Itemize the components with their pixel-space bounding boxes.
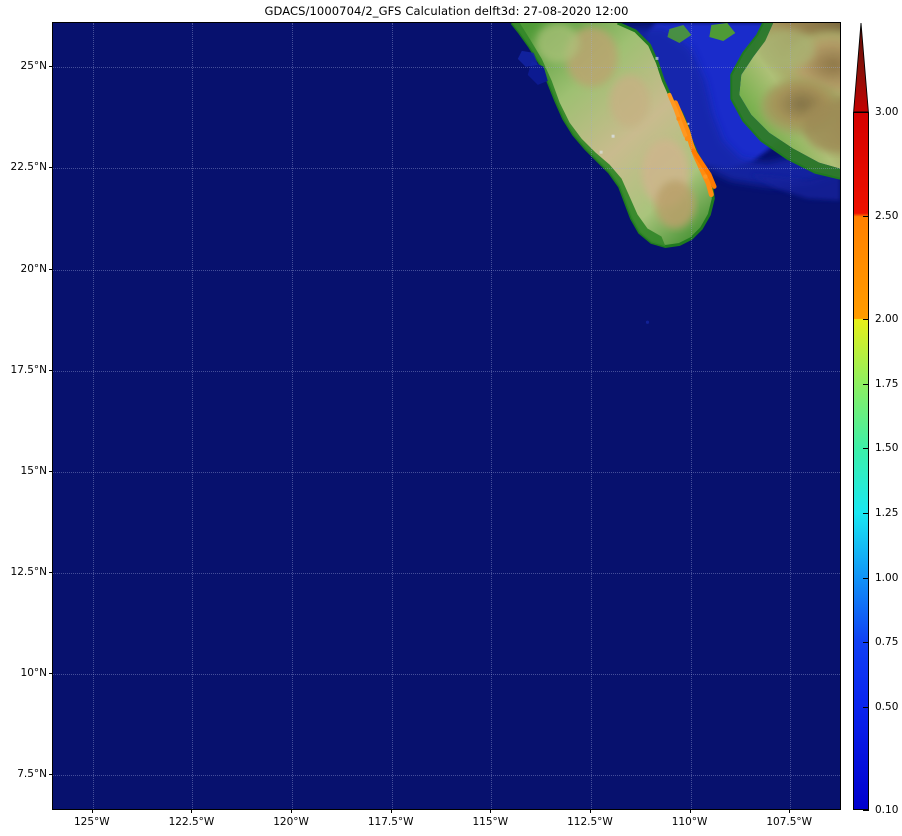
colorbar-tick-label: 1.00 [875, 571, 899, 584]
y-axis-tick-mark [49, 268, 52, 270]
colorbar-tick-label: 0.10 [875, 804, 899, 816]
x-axis-tick-label: 115°W [472, 816, 509, 828]
y-axis-tick-label: 12.5°N [10, 565, 47, 578]
x-axis-tick-label: 122.5°W [168, 816, 215, 828]
x-axis-tick-mark [91, 810, 93, 813]
map-raster [53, 23, 840, 809]
map-axes[interactable] [52, 22, 841, 810]
y-axis-tick-label: 7.5°N [17, 767, 47, 780]
y-axis-tick-label: 15°N [20, 464, 47, 477]
triangle-up-icon [853, 22, 869, 113]
colorbar-tick-label: 1.75 [875, 377, 899, 390]
y-axis-tick-mark [49, 66, 52, 68]
colorbar-tick-mark [863, 112, 869, 113]
y-axis-tick-mark [49, 470, 52, 472]
y-axis-tick-label: 17.5°N [10, 363, 47, 376]
colorbar-tick-mark [863, 810, 869, 811]
y-axis-tick-mark [49, 773, 52, 775]
colorbar-gradient-body[interactable] [853, 112, 869, 810]
x-axis-tick-label: 112.5°W [567, 816, 613, 828]
colorbar-tick-mark [863, 318, 869, 320]
colorbar-tick-mark [863, 216, 869, 217]
y-axis-tick-label: 10°N [20, 666, 47, 679]
y-axis-tick-label: 20°N [20, 262, 47, 275]
x-axis-tick-mark [589, 810, 591, 813]
colorbar-tick-label: 2.50 [875, 210, 899, 222]
y-axis-tick-label: 25°N [20, 60, 47, 73]
colorbar-gradient [854, 113, 868, 809]
colorbar-tick-mark [863, 577, 869, 579]
y-axis-tick-label: 22.5°N [10, 161, 47, 174]
colorbar-tick-mark [863, 513, 869, 514]
x-axis-tick-mark [689, 810, 691, 813]
x-axis-tick-mark [191, 810, 193, 813]
page-title: GDACS/1000704/2_GFS Calculation delft3d:… [264, 4, 629, 18]
y-axis-tick-mark [49, 369, 52, 371]
colorbar-tick-label: 1.25 [875, 507, 899, 519]
x-axis-tick-label: 107.5°W [766, 816, 813, 828]
y-axis-tick-mark [49, 672, 52, 674]
colorbar-tick-label: 0.50 [875, 700, 899, 713]
x-axis-tick-label: 117.5°W [367, 816, 414, 828]
y-axis-tick-mark [49, 167, 52, 169]
colorbar-tick-label: 1.50 [875, 442, 899, 455]
colorbar[interactable]: 0.10 0.50 0.75 1.00 1.25 1.50 1.75 2.00 2.50 3.00 [853, 22, 898, 816]
x-axis-tick-label: 125°W [74, 816, 110, 828]
colorbar-tick-mark [863, 383, 869, 385]
x-axis-tick-mark [789, 810, 791, 813]
y-axis-tick-mark [49, 571, 52, 573]
colorbar-tick-label: 3.00 [875, 106, 899, 118]
x-axis-tick-mark [390, 810, 392, 813]
colorbar-tick-mark [863, 448, 869, 450]
x-axis-tick-mark [291, 810, 293, 813]
x-axis-tick-label: 120°W [273, 816, 309, 828]
x-axis-tick-label: 110°W [671, 816, 708, 828]
x-axis-tick-mark [490, 810, 492, 813]
colorbar-tick-mark [863, 642, 869, 644]
colorbar-tick-mark [863, 706, 869, 708]
colorbar-tick-label: 2.00 [875, 312, 899, 325]
colorbar-tick-label: 0.75 [875, 636, 899, 649]
